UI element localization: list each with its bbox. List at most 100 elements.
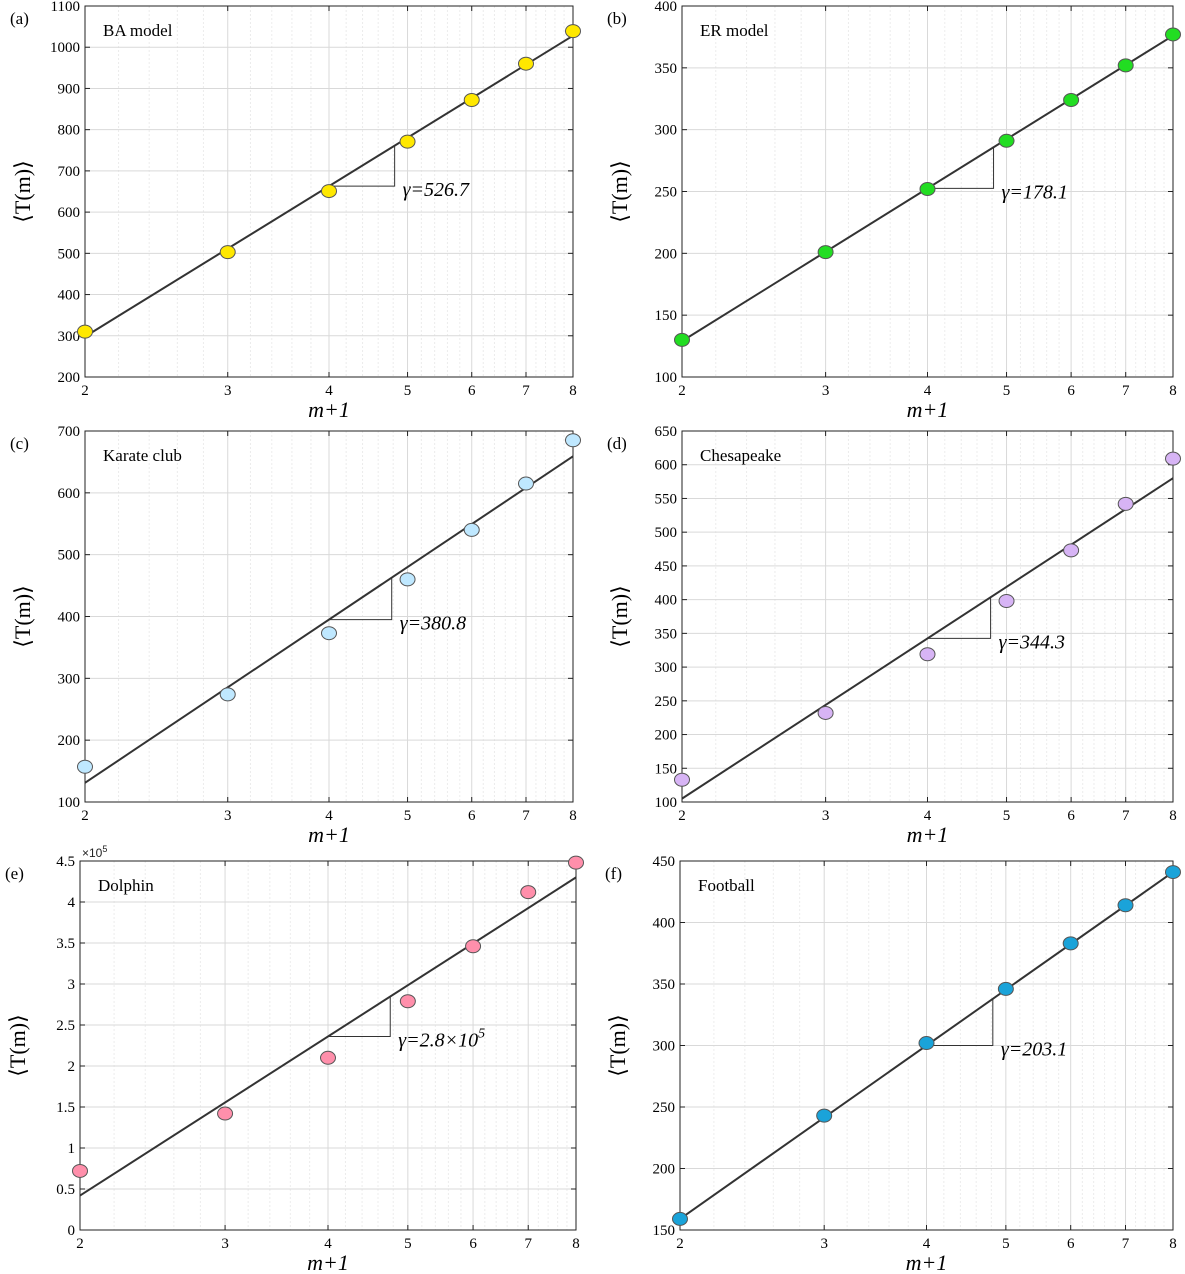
y-tick-label: 300: [655, 660, 678, 676]
x-tick-label: 8: [569, 383, 577, 399]
slope-triangle: [926, 998, 994, 1046]
y-tick-label: 0: [68, 1223, 76, 1239]
x-tick-label: 8: [1169, 1236, 1177, 1252]
data-point: [463, 92, 480, 107]
slope-annotation: γ=178.1: [1002, 181, 1068, 203]
panel-letter: (b): [607, 9, 627, 28]
x-axis-label: m+1: [308, 822, 350, 847]
data-point: [399, 134, 416, 149]
panel-title: BA model: [103, 21, 173, 40]
data-point: [568, 855, 584, 870]
y-tick-label: 1100: [51, 0, 80, 15]
slope-annotation: γ=380.8: [400, 613, 466, 635]
panel-d: 100 150 200 250 300 350 400 450 500 550 600 650 2 3 4 5…: [607, 424, 1181, 847]
x-tick-label: 7: [522, 808, 530, 824]
panel-title: Football: [698, 876, 755, 895]
y-tick-label: 1.5: [56, 1100, 75, 1116]
panel-a: 200 300 400 500 600 700 800 900 1000 1100 2 3 4 5 6 7 8 γ…: [10, 0, 581, 422]
y-tick-label: 150: [653, 1223, 676, 1239]
y-tick-label: 550: [655, 491, 678, 507]
y-tick-label: 700: [58, 424, 81, 440]
slope-triangle: [329, 577, 393, 621]
y-tick-label: 200: [58, 733, 81, 749]
x-tick-label: 5: [1003, 383, 1011, 399]
y-tick-label: 400: [653, 916, 676, 932]
y-tick-label: 200: [655, 246, 678, 262]
y-tick-label: 250: [655, 694, 678, 710]
panel-b: 100 150 200 250 300 350 400 2 3 4 5 6 7 8 γ=178.1 (b) ER…: [607, 0, 1181, 422]
x-tick-label: 8: [569, 808, 577, 824]
data-point: [816, 1108, 833, 1123]
y-tick-label: 200: [655, 728, 678, 744]
x-tick-label: 6: [1067, 808, 1075, 824]
data-point: [320, 1050, 336, 1065]
x-tick-label: 4: [325, 383, 333, 399]
y-tick-label: 150: [655, 308, 678, 324]
data-point: [77, 324, 93, 339]
y-tick-label: 450: [653, 854, 676, 870]
slope-annotation-text: γ=526.7: [403, 179, 470, 201]
panel-title: ER model: [700, 21, 769, 40]
y-multiplier-base: ×10: [82, 846, 103, 860]
y-tick-label: 4: [68, 895, 76, 911]
y-tick-label: 350: [655, 626, 678, 642]
x-tick-label: 2: [81, 383, 89, 399]
data-point: [1062, 936, 1079, 951]
y-tick-label: 600: [58, 205, 81, 221]
panel-letter: (c): [10, 434, 29, 453]
slope-annotation: γ=344.3: [999, 631, 1065, 653]
x-tick-label: 2: [676, 1236, 684, 1252]
slope-annotation: γ=526.7: [403, 179, 470, 201]
x-tick-label: 6: [468, 383, 476, 399]
y-tick-label: 900: [58, 81, 81, 97]
data-point: [1117, 58, 1134, 73]
panel-letter: (e): [5, 864, 24, 883]
slope-annotation-text: γ=178.1: [1002, 181, 1068, 203]
y-tick-label: 250: [655, 185, 678, 201]
y-tick-label: 100: [58, 795, 81, 811]
panel-e: 00.511.522.533.544.52 3 4 5 6 7 8γ=2.8×105(e)D…: [5, 844, 584, 1274]
data-point: [998, 593, 1015, 608]
y-tick-label: 300: [58, 329, 81, 345]
slope-annotation-text: γ=344.3: [999, 631, 1065, 653]
panel-c: 100 200 300 400 500 600 700 2 3 4 5 6 7 8 γ=380.8 (c) Ka…: [10, 424, 581, 847]
data-point: [1165, 451, 1181, 466]
gridlines: [84, 5, 574, 378]
y-axis-label: ⟨T(m)⟩: [10, 585, 35, 647]
y-tick-label: 300: [653, 1039, 676, 1055]
y-tick-label: 350: [655, 61, 678, 77]
x-tick-label: 3: [224, 808, 232, 824]
data-point: [1165, 865, 1181, 880]
x-tick-label: 7: [522, 383, 530, 399]
x-axis-label: m+1: [307, 1250, 349, 1274]
x-tick-label: 8: [572, 1236, 580, 1252]
y-tick-label: 500: [655, 525, 678, 541]
x-tick-label: 5: [404, 808, 412, 824]
y-tick-label: 300: [655, 123, 678, 139]
panel-title: Karate club: [103, 446, 182, 465]
data-point: [399, 572, 416, 587]
slope-triangle: [329, 145, 396, 187]
x-tick-label: 8: [1169, 808, 1177, 824]
x-tick-label: 7: [524, 1236, 532, 1252]
x-tick-label: 8: [1169, 383, 1177, 399]
data-point: [399, 994, 416, 1009]
x-tick-label: 5: [1002, 1236, 1010, 1252]
y-tick-label: 400: [655, 593, 678, 609]
y-axis-label: ⟨T(m)⟩: [607, 160, 632, 222]
gridlines: [84, 430, 574, 803]
x-tick-label: 6: [1067, 1236, 1075, 1252]
y-tick-label: 400: [655, 0, 678, 15]
data-point: [321, 184, 337, 199]
slope-annotation-text: γ=203.1: [1001, 1039, 1067, 1061]
x-axis-label: m+1: [906, 1250, 948, 1274]
data-point: [1165, 27, 1181, 42]
data-point: [565, 24, 581, 39]
slope-annotation: γ=203.1: [1001, 1039, 1067, 1061]
data-point: [77, 759, 93, 774]
y-multiplier-exponent: 5: [102, 844, 107, 854]
y-tick-label: 700: [58, 164, 81, 180]
x-tick-label: 7: [1122, 808, 1130, 824]
y-tick-label: 450: [655, 559, 678, 575]
